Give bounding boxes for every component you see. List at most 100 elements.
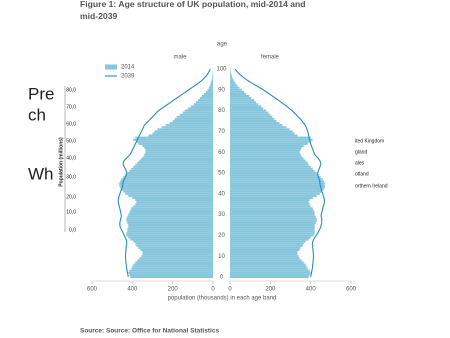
- bar: [128, 236, 213, 239]
- legend-label: 2039: [121, 74, 135, 80]
- bar: [230, 248, 300, 251]
- overlay-tick-label: 20,0: [66, 194, 76, 200]
- bar: [154, 130, 213, 133]
- bar: [133, 263, 213, 266]
- slide-text: ch: [28, 105, 46, 124]
- bar: [133, 205, 213, 208]
- bar: [210, 82, 213, 85]
- bar: [125, 174, 213, 177]
- legend-swatch: [105, 64, 117, 70]
- bar: [230, 244, 303, 247]
- bar: [195, 101, 213, 104]
- bar: [230, 144, 304, 147]
- bar: [190, 105, 213, 108]
- bar: [230, 273, 310, 276]
- bar: [139, 159, 213, 162]
- x-axis-title: population (thousands) in each age band: [168, 296, 277, 302]
- bar: [123, 176, 213, 179]
- bar: [137, 259, 213, 262]
- bar: [230, 213, 315, 216]
- bar: [230, 176, 321, 179]
- bar: [230, 74, 232, 77]
- bar: [230, 238, 309, 241]
- bar: [230, 236, 311, 239]
- bar: [205, 90, 213, 93]
- bar: [133, 165, 213, 168]
- bar: [130, 209, 213, 212]
- bar: [230, 251, 298, 254]
- bar: [145, 149, 213, 152]
- bar: [176, 115, 213, 118]
- y-tick-label: 30: [218, 212, 225, 218]
- bar: [230, 163, 309, 166]
- bar: [145, 151, 213, 154]
- bar: [230, 217, 317, 220]
- bar: [230, 178, 323, 181]
- bar: [230, 211, 315, 214]
- bar: [129, 269, 213, 272]
- bar: [230, 232, 315, 235]
- bar: [230, 124, 283, 127]
- bar: [138, 142, 213, 145]
- slide-text: Pre: [28, 84, 54, 103]
- bar: [230, 196, 313, 199]
- bar: [127, 228, 213, 231]
- panel-label: male: [173, 55, 187, 61]
- overlay-tick-label: 10,0: [66, 209, 76, 215]
- bar: [230, 140, 310, 143]
- bar: [161, 126, 213, 129]
- bar: [230, 149, 301, 152]
- bar: [230, 171, 317, 175]
- bar: [141, 157, 213, 160]
- bar: [230, 90, 245, 93]
- bar: [138, 246, 213, 249]
- bar: [230, 80, 235, 83]
- overlay-tick-label: 70,0: [66, 104, 76, 110]
- bar: [230, 257, 300, 260]
- bar: [230, 267, 308, 270]
- y-tick-label: 70: [218, 129, 225, 135]
- overlay-tick-label: 40,0: [66, 155, 76, 161]
- bar: [230, 203, 310, 206]
- bar: [126, 232, 213, 235]
- bar: [132, 265, 213, 268]
- y-tick-label: 50: [218, 171, 225, 177]
- bar: [142, 253, 213, 256]
- bar: [230, 109, 267, 112]
- y-tick-label: 0: [220, 275, 224, 281]
- overlay-tick-label: 60,0: [66, 121, 76, 127]
- bar: [208, 86, 213, 89]
- y-tick-label: 40: [218, 191, 225, 197]
- overlay-legend-text: orthern Ireland: [355, 183, 388, 189]
- bar: [230, 82, 236, 85]
- bar: [203, 92, 213, 95]
- bar: [230, 230, 315, 233]
- bar: [230, 95, 250, 98]
- legend-label: 2014: [121, 65, 135, 71]
- bar: [126, 219, 213, 222]
- bar: [148, 134, 213, 137]
- bar: [130, 275, 213, 279]
- bar: [121, 188, 213, 191]
- bar: [137, 161, 213, 164]
- y-axis-title: age: [217, 42, 228, 48]
- bar: [135, 261, 213, 264]
- bar: [130, 238, 213, 241]
- bar: [230, 92, 247, 95]
- bar: [193, 103, 213, 106]
- bar: [230, 147, 302, 150]
- bar: [230, 159, 306, 162]
- bar: [230, 84, 238, 87]
- bar: [135, 242, 213, 245]
- x-tick-label: 600: [346, 287, 357, 293]
- bar: [230, 209, 314, 212]
- bar: [230, 72, 232, 75]
- bar: [230, 151, 300, 154]
- bar: [201, 95, 213, 98]
- bar: [184, 109, 213, 112]
- chart-title: Figure 1: Age structure of UK population…: [80, 0, 306, 21]
- bar: [211, 80, 213, 83]
- bar: [133, 138, 213, 141]
- bar: [230, 265, 307, 268]
